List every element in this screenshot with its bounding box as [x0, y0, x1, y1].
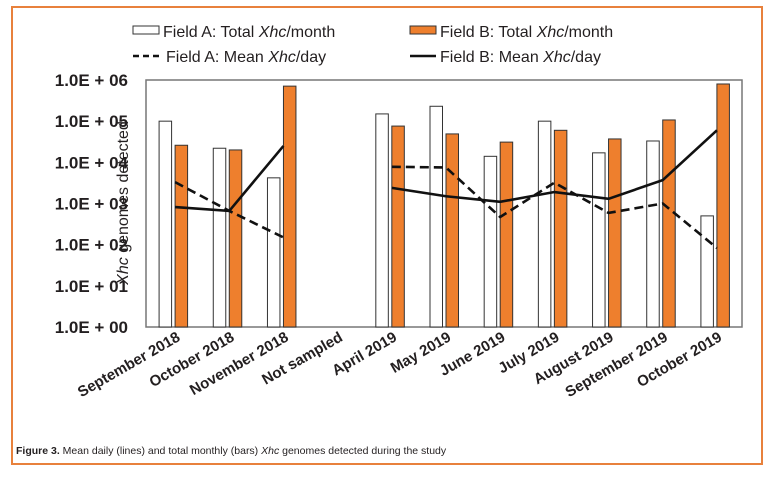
legend-label-text: Field A: Mean: [166, 49, 268, 66]
lines: [174, 129, 718, 250]
bar-field-a-total: [212, 147, 227, 328]
bar-field-b-total: [228, 149, 243, 328]
legend: Field A: Total Xhc/month Field B: Total X…: [132, 24, 613, 66]
bar-field-a-total: [375, 113, 389, 328]
bars: [158, 83, 730, 328]
bar-field-a-total: [537, 120, 552, 328]
figure-frame: [11, 6, 763, 465]
figure-caption: Figure 3. Mean daily (lines) and total m…: [16, 445, 446, 457]
bar-field-b-total: [391, 125, 405, 328]
legend-label-text: /day: [571, 49, 601, 66]
legend-label-italic: Xhc: [258, 24, 287, 41]
caption-italic: Xhc: [261, 445, 280, 457]
legend-label-text: Field A: Total: [163, 24, 259, 41]
legend-label-text: /day: [296, 49, 326, 66]
bar-field-a-total: [158, 120, 173, 328]
y-tick-label: 1.0E + 01: [55, 277, 128, 296]
bar-field-b-total: [716, 83, 730, 328]
line-field-b-mean: [174, 145, 285, 213]
bar-field-b-total: [662, 119, 676, 328]
legend-label-text: Field B: Mean: [440, 49, 543, 66]
legend-label-italic: Xhc: [536, 24, 565, 41]
y-tick-label: 1.0E + 00: [55, 318, 128, 337]
bar-field-a-total: [592, 152, 606, 328]
y-tick-label: 1.0E + 05: [55, 112, 128, 131]
line-field-a-mean: [391, 165, 718, 250]
bar-field-b-total: [499, 141, 514, 328]
legend-label-italic: Xhc: [542, 49, 571, 66]
legend-label: Field B: Mean Xhc/day: [440, 49, 601, 66]
bar-field-a-total: [483, 155, 498, 328]
bar-field-a-total: [700, 215, 714, 328]
line-field-b-mean: [391, 129, 718, 204]
caption-text-before: Mean daily (lines) and total monthly (ba…: [59, 445, 262, 457]
legend-label: Field A: Total Xhc/month: [163, 24, 335, 41]
y-tick-label: 1.0E + 06: [55, 71, 128, 90]
plot-area: [145, 79, 743, 328]
y-axis-label-italic: Xhc: [115, 257, 132, 286]
legend-swatch: [409, 25, 437, 35]
bar-field-b-total: [608, 138, 622, 328]
legend-label: Field B: Total Xhc/month: [440, 24, 613, 41]
y-tick-label: 1.0E + 02: [55, 236, 128, 255]
legend-label-text: /month: [286, 24, 335, 41]
bar-field-a-total: [429, 105, 443, 328]
y-axis: 1.0E + 00 1.0E + 01 1.0E + 02 1.0E + 03 1.0E…: [55, 71, 129, 337]
legend-label: Field A: Mean Xhc/day: [166, 49, 326, 66]
legend-label-italic: Xhc: [267, 49, 296, 66]
y-tick-label: 1.0E + 03: [55, 195, 128, 214]
legend-swatch: [132, 25, 160, 35]
y-axis-label-rest: genomes detected: [115, 121, 132, 257]
caption-label: Figure 3.: [16, 445, 60, 457]
y-axis-label: Xhc genomes detected: [115, 121, 132, 286]
bar-field-b-total: [282, 85, 297, 328]
bar-field-a-total: [646, 140, 660, 328]
bar-field-a-total: [266, 177, 281, 328]
bar-field-b-total: [174, 144, 189, 328]
caption-text-after: genomes detected during the study: [279, 445, 447, 457]
legend-label-text: Field B: Total: [440, 24, 537, 41]
bar-field-b-total: [445, 133, 459, 328]
y-tick-label: 1.0E + 04: [55, 153, 129, 172]
bar-field-b-total: [553, 129, 568, 328]
legend-label-text: /month: [564, 24, 613, 41]
